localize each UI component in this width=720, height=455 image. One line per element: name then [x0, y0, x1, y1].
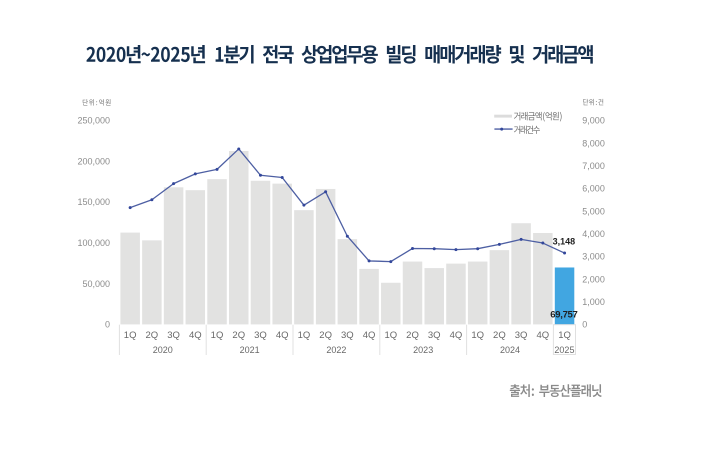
svg-text:1Q: 1Q — [384, 330, 397, 341]
svg-text:3Q: 3Q — [254, 330, 267, 341]
svg-text:2021: 2021 — [240, 345, 260, 355]
svg-text:2Q: 2Q — [319, 330, 332, 341]
svg-text:2Q: 2Q — [493, 330, 506, 341]
svg-text:4Q: 4Q — [450, 330, 463, 341]
svg-text:4,000: 4,000 — [582, 229, 605, 239]
svg-text:4Q: 4Q — [276, 330, 289, 341]
svg-text:2Q: 2Q — [406, 330, 419, 341]
svg-text:150,000: 150,000 — [77, 197, 110, 207]
svg-text:250,000: 250,000 — [77, 116, 110, 126]
svg-text:8,000: 8,000 — [582, 138, 605, 148]
svg-text:2Q: 2Q — [232, 330, 245, 341]
svg-text:3Q: 3Q — [341, 330, 354, 341]
svg-text:2024: 2024 — [500, 345, 520, 355]
svg-text:2Q: 2Q — [146, 330, 159, 341]
svg-text:3,148: 3,148 — [553, 237, 576, 247]
svg-text:3,000: 3,000 — [582, 252, 605, 262]
svg-text:2,000: 2,000 — [582, 274, 605, 284]
svg-text:2022: 2022 — [326, 345, 346, 355]
svg-text:2020: 2020 — [153, 345, 173, 355]
svg-text:9,000: 9,000 — [582, 116, 605, 126]
svg-text:1Q: 1Q — [558, 330, 571, 341]
svg-text:3Q: 3Q — [167, 330, 180, 341]
svg-text:2023: 2023 — [413, 345, 433, 355]
svg-text:1Q: 1Q — [298, 330, 311, 341]
svg-text:1Q: 1Q — [124, 330, 137, 341]
svg-text:0: 0 — [105, 320, 110, 330]
svg-text:2025: 2025 — [554, 345, 574, 355]
svg-text:5,000: 5,000 — [582, 206, 605, 216]
svg-text:1,000: 1,000 — [582, 297, 605, 307]
svg-text:1Q: 1Q — [471, 330, 484, 341]
svg-text:6,000: 6,000 — [582, 184, 605, 194]
svg-text:69,757: 69,757 — [550, 309, 577, 320]
svg-text:4Q: 4Q — [536, 330, 549, 341]
svg-text:3Q: 3Q — [515, 330, 528, 341]
svg-text:1Q: 1Q — [211, 330, 224, 341]
svg-text:4Q: 4Q — [363, 330, 376, 341]
svg-text:0: 0 — [582, 320, 587, 330]
svg-text:100,000: 100,000 — [77, 238, 110, 248]
svg-text:3Q: 3Q — [428, 330, 441, 341]
svg-text:4Q: 4Q — [189, 330, 202, 341]
svg-text:200,000: 200,000 — [77, 156, 110, 166]
svg-text:50,000: 50,000 — [82, 279, 110, 289]
svg-text:7,000: 7,000 — [582, 161, 605, 171]
